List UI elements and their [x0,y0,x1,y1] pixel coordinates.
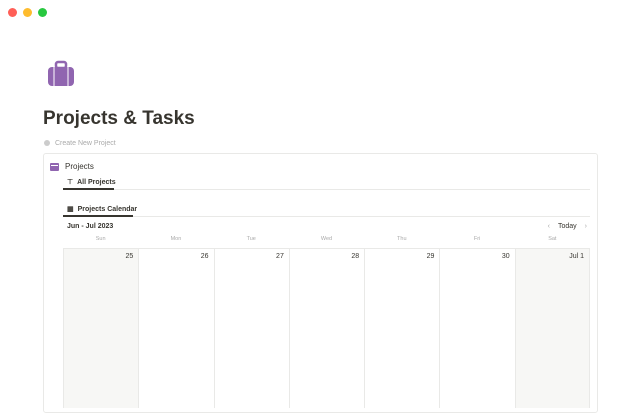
day-number: 27 [276,253,284,260]
maximize-button[interactable] [38,8,47,17]
plus-circle-icon [44,140,50,146]
create-new-project-button[interactable]: Create New Project [44,136,116,150]
hierarchy-icon: ⊤ [67,179,74,186]
weekday-header: Sun [95,236,106,242]
weekday-header: Mon [170,236,182,242]
day-number: 26 [200,253,209,260]
weekday-header: Tue [246,236,256,242]
calendar-day[interactable]: 29 [364,248,440,408]
calendar-day[interactable]: 28 [288,248,365,408]
calendar-grid: Sun Mon Tue Wed Thu Fri Sat 25 26 27 28 29 30 Jul 1 [63,236,590,408]
calendar-day[interactable]: 25 [63,248,139,408]
weekday-header: Sat [548,236,557,242]
create-label: Create New Project [55,139,116,147]
calendar-day[interactable]: Jul 1 [514,248,590,408]
weekday-header: Thu [397,236,407,242]
tab-all-projects[interactable]: ⊤ All Projects [67,178,116,187]
day-number: 28 [351,253,360,260]
calendar-icon: ▦ [67,206,74,213]
tab-label: All Projects [77,178,116,186]
chevron-right-icon[interactable]: › [584,223,587,230]
folder-icon [50,162,59,171]
calendar-day[interactable]: 27 [213,248,289,408]
day-number: Jul 1 [569,253,584,260]
day-number: 25 [125,253,134,260]
calendar-day[interactable]: 30 [439,248,515,408]
tab-projects-calendar[interactable]: ▦ Projects Calendar [67,205,138,214]
projects-database: Projects ⊤ All Projects ▦ Projects Calenda… [43,153,598,413]
close-button[interactable] [8,8,17,17]
day-number: 30 [501,253,510,260]
database-title[interactable]: Projects [65,162,94,171]
window-controls [8,8,47,17]
day-number: 29 [426,253,435,260]
tab-label: Projects Calendar [77,205,138,213]
minimize-button[interactable] [23,8,32,17]
calendar-month: Jun - Jul 2023 [67,223,114,230]
today-button[interactable]: Today [557,223,577,230]
briefcase-icon [48,60,74,86]
page-title: Projects & Tasks [43,108,195,129]
weekday-header: Fri [473,236,481,242]
weekday-header: Wed [320,236,333,242]
calendar-day[interactable]: 26 [138,248,214,408]
chevron-left-icon[interactable]: ‹ [547,223,550,230]
